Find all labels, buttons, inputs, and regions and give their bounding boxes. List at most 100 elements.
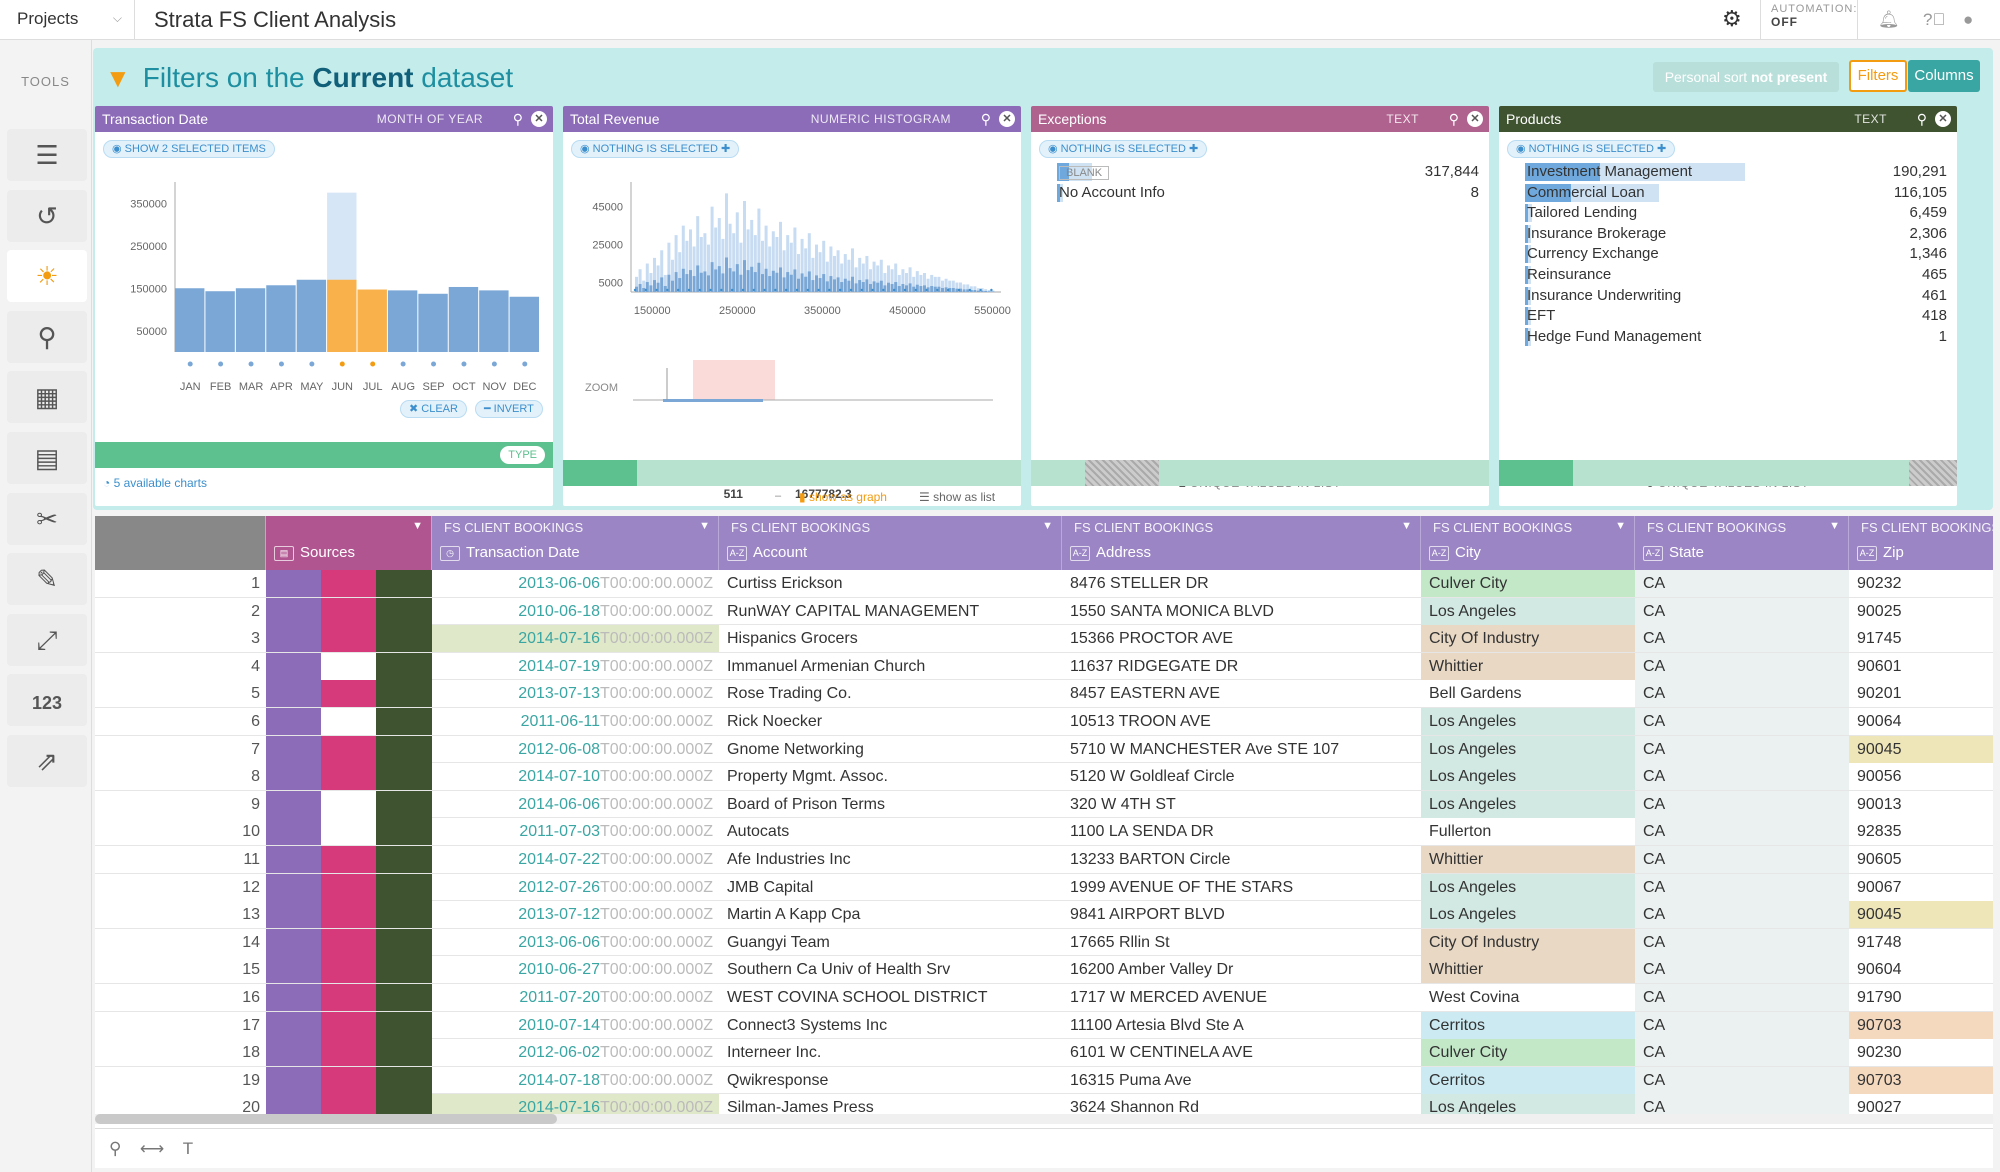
clear-button[interactable]: ✖ CLEAR <box>400 400 467 418</box>
chevron-down-icon[interactable]: ▼ <box>1042 520 1053 532</box>
table-row[interactable]: 7 2012-06-08T00:00:00.000Z Gnome Networkin… <box>95 735 1993 764</box>
table-row[interactable]: 1 2013-06-06T00:00:00.000Z Curtiss Erickso… <box>95 570 1993 598</box>
table-row[interactable]: 5 2013-07-13T00:00:00.000Z Rose Trading Co… <box>95 680 1993 708</box>
automation-toggle[interactable]: AUTOMATION: OFF <box>1760 0 1858 40</box>
tool-number[interactable]: 123 <box>7 674 87 727</box>
table-row[interactable]: 15 2010-06-27T00:00:00.000Z Southern Ca Un… <box>95 956 1993 984</box>
chevron-down-icon[interactable]: ▼ <box>412 520 423 532</box>
selection-chip[interactable]: ◉ SHOW 2 SELECTED ITEMS <box>103 140 275 158</box>
table-row[interactable]: 19 2014-07-18T00:00:00.000Z Qwikresponse 16… <box>95 1066 1993 1095</box>
column-header-address[interactable]: FS CLIENT BOOKINGS A-Z Address ▼ <box>1062 516 1421 570</box>
selection-chip[interactable]: ◉ NOTHING IS SELECTED ✚ <box>1039 140 1208 158</box>
text-format-icon[interactable]: T <box>182 1139 194 1158</box>
bar-jan[interactable] <box>175 288 205 352</box>
tool-calculator[interactable]: ▤ <box>7 432 87 484</box>
tool-history[interactable]: ↺ <box>7 189 87 242</box>
tool-expand[interactable]: ⤢ <box>7 613 87 666</box>
user-icon[interactable]: ● <box>1963 10 1974 29</box>
show-as-list-link[interactable]: ☰ show as list <box>919 490 996 504</box>
month-bar-chart[interactable]: 350000 250000 150000 50000 JAN FEB MAR APR MAY JU… <box>95 162 553 392</box>
table-row[interactable]: 18 2012-06-02T00:00:00.000Z Interneer Inc.… <box>95 1039 1993 1067</box>
table-row[interactable]: 2 2010-06-18T00:00:00.000Z RunWAY CAPITAL … <box>95 597 1993 626</box>
table-row[interactable]: 3 2014-07-16T00:00:00.000Z Hispanics Groce… <box>95 625 1993 653</box>
filters-button[interactable]: Filters <box>1849 60 1907 92</box>
list-item[interactable]: Investment Management 190,291 <box>1525 162 1947 183</box>
bar-nov[interactable] <box>479 290 509 352</box>
zoom-strip[interactable] <box>633 358 993 414</box>
list-item[interactable]: Commercial Loan 116,105 <box>1525 183 1947 204</box>
list-item[interactable]: EFT 418 <box>1525 306 1947 327</box>
search-icon[interactable]: ⚲ <box>512 111 523 127</box>
chevron-down-icon[interactable]: ▼ <box>699 520 710 532</box>
chevron-down-icon[interactable]: ▼ <box>1615 520 1626 532</box>
column-header-account[interactable]: FS CLIENT BOOKINGS A-Z Account ▼ <box>719 516 1062 570</box>
bar-feb[interactable] <box>205 291 235 352</box>
tool-paperclip[interactable]: ⚲ <box>7 310 87 363</box>
tool-eyedropper[interactable]: ✎ <box>7 553 87 606</box>
close-icon[interactable]: ✕ <box>531 111 547 127</box>
selection-chip[interactable]: ◉ NOTHING IS SELECTED ✚ <box>1507 140 1676 158</box>
available-charts-link[interactable]: ◔ 5 available charts <box>103 476 207 490</box>
close-icon[interactable]: ✕ <box>1467 111 1483 127</box>
gear-icon[interactable]: ⚙ <box>1722 6 1742 31</box>
table-row[interactable]: 12 2012-07-26T00:00:00.000Z JMB Capital 199… <box>95 873 1993 902</box>
list-item[interactable]: Reinsurance 465 <box>1525 265 1947 286</box>
tool-list[interactable]: ☰ <box>7 129 87 181</box>
list-item[interactable]: Insurance Brokerage 2,306 <box>1525 224 1947 245</box>
list-item[interactable]: Tailored Lending 6,459 <box>1525 203 1947 224</box>
revenue-histogram[interactable]: 45000 25000 5000 150000 250000 350000 450000 55… <box>563 162 1021 362</box>
chevron-down-icon[interactable]: ▼ <box>1401 520 1412 532</box>
table-row[interactable]: 14 2013-06-06T00:00:00.000Z Guangyi Team 17… <box>95 928 1993 957</box>
help-icon[interactable]: ?⃝ <box>1923 10 1946 29</box>
bar-may[interactable] <box>296 279 327 352</box>
column-header-sources[interactable]: ▤ Sources ▼ <box>266 516 432 570</box>
table-row[interactable]: 6 2011-06-11T00:00:00.000Z Rick Noecker 105… <box>95 708 1993 736</box>
bar-dec[interactable] <box>509 296 539 352</box>
tool-sun[interactable]: ☀ <box>7 250 87 303</box>
list-item[interactable]: BLANK 317,844 <box>1057 162 1479 183</box>
close-icon[interactable]: ✕ <box>1935 111 1951 127</box>
list-item[interactable]: Currency Exchange 1,346 <box>1525 244 1947 265</box>
bar-sep[interactable] <box>418 293 448 352</box>
column-header-state[interactable]: FS CLIENT BOOKINGS A-Z State ▼ <box>1635 516 1849 570</box>
table-row[interactable]: 4 2014-07-19T00:00:00.000Z Immanuel Armeni… <box>95 652 1993 681</box>
bar-jul[interactable] <box>357 289 387 352</box>
bar-aug[interactable] <box>387 290 418 352</box>
table-row[interactable]: 17 2010-07-14T00:00:00.000Z Connect3 Syste… <box>95 1011 1993 1040</box>
table-row[interactable]: 10 2011-07-03T00:00:00.000Z Autocats 1100 L… <box>95 818 1993 846</box>
show-as-graph-link[interactable]: ▮ show as graph <box>799 490 887 504</box>
scrollbar-thumb[interactable] <box>95 1114 557 1124</box>
close-icon[interactable]: ✕ <box>999 111 1015 127</box>
projects-dropdown[interactable]: Projects ⌵ <box>0 0 135 40</box>
columns-button[interactable]: Columns <box>1908 60 1980 92</box>
bar-jun[interactable] <box>327 279 357 352</box>
list-item[interactable]: No Account Info 8 <box>1057 183 1479 204</box>
search-icon[interactable]: ⚲ <box>109 1139 122 1158</box>
column-header-city[interactable]: FS CLIENT BOOKINGS A-Z City ▼ <box>1421 516 1635 570</box>
bar-oct[interactable] <box>448 286 479 352</box>
horizontal-scrollbar[interactable] <box>95 1114 1993 1124</box>
column-header-transaction-date[interactable]: FS CLIENT BOOKINGS ◷ Transaction Date ▼ <box>432 516 719 570</box>
tool-grid[interactable]: ▦ <box>7 371 87 424</box>
search-icon[interactable]: ⚲ <box>1448 111 1459 127</box>
bar-apr[interactable] <box>266 285 296 352</box>
invert-button[interactable]: ━ INVERT <box>475 400 543 418</box>
table-row[interactable]: 11 2014-07-22T00:00:00.000Z Afe Industries… <box>95 846 1993 874</box>
table-row[interactable]: 8 2014-07-10T00:00:00.000Z Property Mgmt. … <box>95 763 1993 791</box>
list-item[interactable]: Insurance Underwriting 461 <box>1525 286 1947 307</box>
table-row[interactable]: 13 2013-07-12T00:00:00.000Z Martin A Kapp … <box>95 901 1993 929</box>
list-item[interactable]: Hedge Fund Management 1 <box>1525 327 1947 348</box>
resize-columns-icon[interactable]: ⟷ <box>139 1139 165 1158</box>
zoom-window[interactable] <box>693 360 775 400</box>
search-icon[interactable]: ⚲ <box>980 111 991 127</box>
tool-scissors[interactable]: ✂ <box>7 492 87 545</box>
search-icon[interactable]: ⚲ <box>1916 111 1927 127</box>
bell-icon[interactable]: 🔔︎ <box>1878 10 1900 29</box>
chevron-down-icon[interactable]: ▼ <box>1829 520 1840 532</box>
table-row[interactable]: 16 2011-07-20T00:00:00.000Z WEST COVINA SC… <box>95 984 1993 1012</box>
table-row[interactable]: 9 2014-06-06T00:00:00.000Z Board of Prison… <box>95 790 1993 819</box>
tool-export[interactable]: ⇗ <box>7 735 87 787</box>
selection-chip[interactable]: ◉ NOTHING IS SELECTED ✚ <box>571 140 740 158</box>
bar-mar[interactable] <box>235 288 266 352</box>
